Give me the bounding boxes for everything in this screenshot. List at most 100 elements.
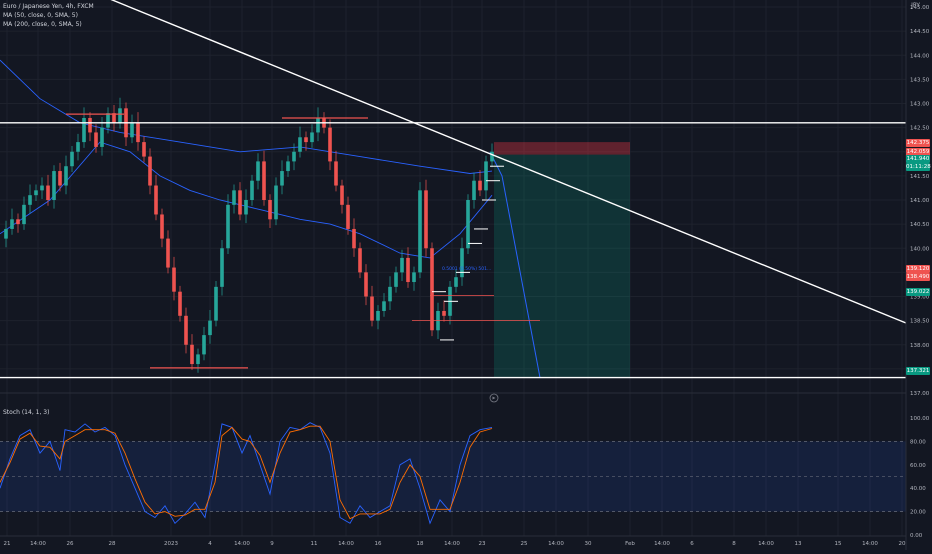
stoch-tick-label: 40.00	[910, 486, 926, 492]
candle-body	[208, 320, 212, 336]
price-tick-label: 137.00	[910, 391, 930, 397]
price-tick-label: 145.00	[910, 5, 930, 11]
candle-body	[466, 200, 470, 249]
candle-body	[376, 310, 380, 321]
time-tick-label: Feb	[625, 541, 635, 547]
time-tick-label: 14:00	[758, 541, 774, 547]
candle-body	[70, 151, 74, 167]
stoch-tick-label: 100.00	[910, 416, 930, 422]
candle-body	[118, 108, 122, 123]
price-tag-139-12: 139.120	[906, 265, 930, 273]
target-price-tag: 137.321	[906, 367, 930, 375]
candle-body	[160, 214, 164, 239]
projection-path	[489, 151, 541, 378]
stoch-legend[interactable]: Stoch (14, 1, 3)	[3, 409, 50, 416]
candle-body	[184, 315, 188, 345]
annotation-label: 0.5001 (0.50%) 501...	[442, 266, 491, 272]
price-tick-label: 140.50	[910, 222, 930, 228]
candle-body	[400, 257, 404, 273]
candle-body	[316, 117, 320, 133]
candle-body	[130, 122, 134, 138]
stoch-tick-label: 0.00	[910, 533, 923, 539]
candle-body	[382, 301, 386, 311]
candle-body	[328, 127, 332, 162]
candle-body	[298, 137, 302, 152]
candle-body	[484, 161, 488, 191]
candle-body	[238, 190, 242, 215]
candle-body	[430, 248, 434, 331]
symbol-legend[interactable]: Euro / Japanese Yen, 4h, FXCM	[3, 3, 94, 10]
candle-body	[352, 228, 356, 249]
time-tick-label: 28	[109, 541, 116, 547]
time-tick-label: 6	[690, 541, 694, 547]
candle-body	[472, 180, 476, 200]
candle-body	[478, 180, 482, 191]
candle-body	[454, 277, 458, 287]
ma200-legend[interactable]: MA (200, close, 0, SMA, 5)	[3, 21, 82, 28]
time-tick-label: 23	[479, 541, 486, 547]
candle-body	[256, 161, 260, 181]
candle-body	[58, 171, 62, 186]
candle-body	[220, 248, 224, 287]
candle-body	[424, 190, 428, 249]
time-tick-label: 13	[795, 541, 802, 547]
candle-body	[412, 272, 416, 283]
ma200-line	[0, 59, 493, 174]
candle-body	[292, 151, 296, 162]
candle-body	[310, 132, 314, 143]
candle-body	[262, 161, 266, 200]
candle-body	[370, 296, 374, 321]
candle-body	[10, 219, 14, 229]
candle-body	[340, 185, 344, 205]
time-tick-label: 16	[375, 541, 382, 547]
candle-body	[106, 113, 110, 128]
stoch-line-d	[0, 425, 493, 520]
stoch-tick-label: 20.00	[910, 510, 926, 516]
currency-label: JPY	[911, 2, 920, 9]
candle-body	[154, 185, 158, 215]
descending-trendline	[110, 0, 907, 324]
candle-body	[232, 190, 236, 205]
candle-body	[88, 117, 92, 133]
candle-body	[178, 291, 182, 316]
price-tick-label: 138.50	[910, 319, 930, 325]
candle-body	[334, 161, 338, 186]
candle-body	[244, 200, 248, 215]
candle-body	[268, 200, 272, 220]
price-tick-label: 138.00	[910, 343, 930, 349]
candle-body	[148, 156, 152, 186]
price-tick-label: 143.00	[910, 102, 930, 108]
take-profit-zone	[494, 154, 630, 378]
stop-price-tag: 142.375	[906, 139, 930, 147]
replay-icon[interactable]	[489, 393, 499, 403]
time-tick-label: 9	[270, 541, 274, 547]
stoch-tick-label: 60.00	[910, 463, 926, 469]
time-tick-label: 18	[417, 541, 424, 547]
time-tick-label: 14:00	[444, 541, 460, 547]
price-tick-label: 140.00	[910, 246, 930, 252]
countdown-tag: 01:11:28	[906, 163, 931, 171]
candle-body	[364, 272, 368, 297]
time-tick-label: 14:00	[654, 541, 670, 547]
candle-body	[4, 228, 8, 239]
candle-body	[142, 142, 146, 157]
candle-body	[16, 219, 20, 225]
time-tick-label: 11	[311, 541, 318, 547]
entry-high-tag: 142.059	[906, 148, 930, 156]
time-tick-label: 14:00	[548, 541, 564, 547]
time-tick-label: 15	[835, 541, 842, 547]
price-tick-label: 141.00	[910, 198, 930, 204]
candle-body	[112, 113, 116, 123]
time-tick-label: 8	[732, 541, 736, 547]
candle-body	[136, 122, 140, 143]
candle-body	[166, 238, 170, 268]
candle-body	[100, 127, 104, 147]
candle-body	[214, 286, 218, 321]
price-tick-label: 142.50	[910, 126, 930, 132]
candle-body	[22, 204, 26, 225]
candle-body	[442, 310, 446, 316]
candle-body	[490, 151, 494, 162]
ma50-legend[interactable]: MA (50, close, 0, SMA, 5)	[3, 12, 78, 19]
